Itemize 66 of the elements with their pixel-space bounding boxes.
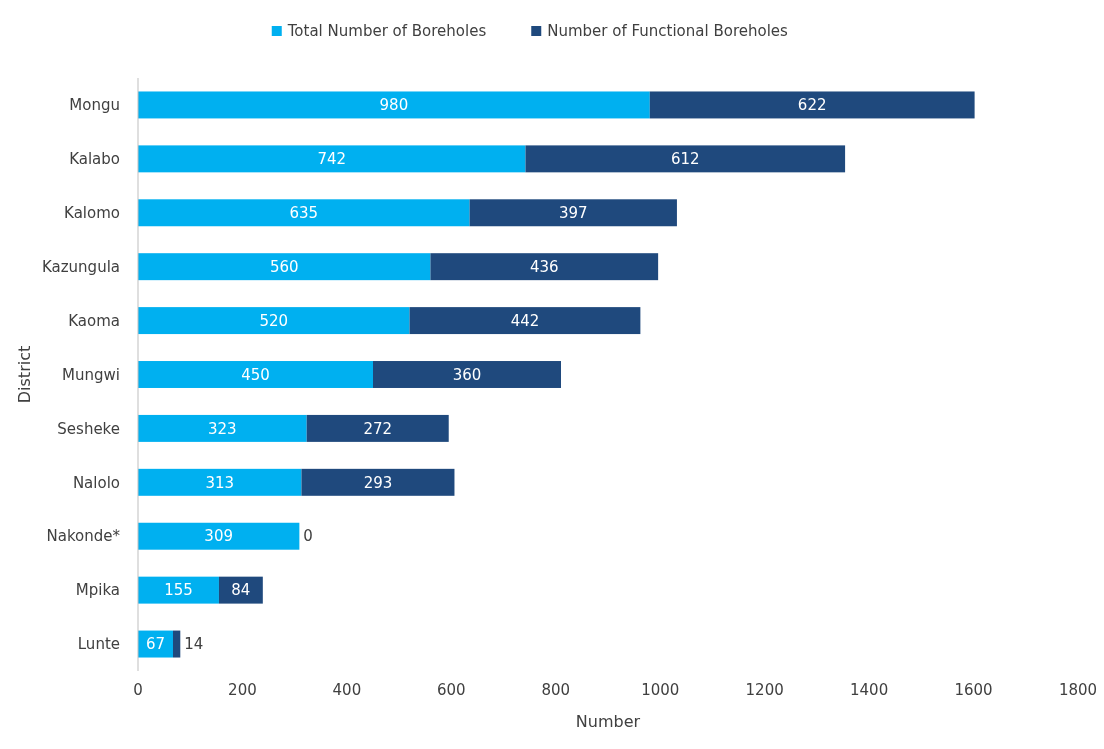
data-label: 313 — [205, 473, 235, 492]
bar — [138, 253, 431, 281]
data-label: 67 — [145, 635, 166, 654]
data-label: 272 — [363, 419, 393, 438]
x-tick-label: 0 — [133, 681, 143, 699]
bar — [138, 576, 219, 604]
x-axis-title: Number — [575, 712, 641, 731]
bar — [301, 468, 455, 496]
y-tick-label: Mpika — [75, 581, 120, 600]
x-tick-label: 1200 — [745, 681, 784, 699]
data-label: 84 — [231, 581, 251, 600]
bar — [138, 468, 302, 496]
y-tick-label: Kalabo — [69, 150, 120, 169]
data-label: 293 — [363, 473, 393, 492]
bar — [138, 361, 373, 388]
x-tick-label: 800 — [541, 681, 571, 699]
x-tick-label: 1600 — [954, 681, 993, 699]
bar — [138, 145, 526, 173]
x-tick-label: 200 — [228, 681, 257, 699]
bar — [430, 253, 659, 281]
data-label: 397 — [558, 204, 588, 223]
y-tick-label: Kaoma — [68, 311, 120, 330]
data-label: 0 — [303, 527, 313, 546]
data-label: 436 — [529, 257, 559, 276]
y-tick-label: Nalolo — [72, 473, 120, 492]
y-tick-label: Mongu — [69, 96, 120, 115]
y-tick-label: Nakonde* — [46, 527, 121, 546]
data-label: 622 — [797, 96, 827, 115]
data-label: 612 — [670, 150, 700, 169]
bar — [469, 199, 677, 227]
bar — [306, 414, 449, 442]
y-axis-title: District — [15, 345, 34, 404]
bar — [172, 630, 181, 658]
data-label: 360 — [452, 365, 482, 384]
data-label: 14 — [184, 635, 204, 654]
y-tick-label: Lunte — [77, 635, 120, 654]
data-label: 309 — [204, 527, 233, 546]
bar — [138, 414, 307, 442]
x-tick-label: 1800 — [1058, 681, 1098, 699]
x-tick-label: 600 — [437, 681, 466, 699]
data-label: 323 — [208, 419, 237, 438]
data-label: 442 — [510, 311, 540, 330]
bar — [525, 145, 846, 173]
y-tick-label: Kalomo — [64, 204, 120, 223]
bar — [138, 522, 300, 550]
bar — [409, 307, 641, 335]
bar — [373, 361, 561, 388]
data-label: 155 — [164, 581, 193, 600]
x-tick-label: 1000 — [641, 681, 680, 699]
y-tick-label: Sesheke — [57, 419, 120, 438]
x-tick-label: 1400 — [850, 681, 889, 699]
bar — [138, 199, 470, 227]
data-label: 520 — [259, 311, 289, 330]
bar — [138, 91, 650, 119]
data-label: 742 — [317, 150, 347, 169]
data-label: 560 — [269, 257, 299, 276]
legend-label: Number of Functional Boreholes — [547, 22, 789, 40]
bar — [138, 307, 410, 335]
data-label: 450 — [241, 365, 270, 384]
legend-label: Total Number of Boreholes — [286, 22, 487, 40]
data-label: 635 — [289, 204, 319, 223]
x-tick-label: 400 — [332, 681, 362, 699]
data-label: 980 — [379, 96, 409, 115]
y-tick-label: Mungwi — [62, 365, 120, 384]
y-tick-label: Kazungula — [41, 257, 120, 276]
bar — [649, 91, 975, 119]
